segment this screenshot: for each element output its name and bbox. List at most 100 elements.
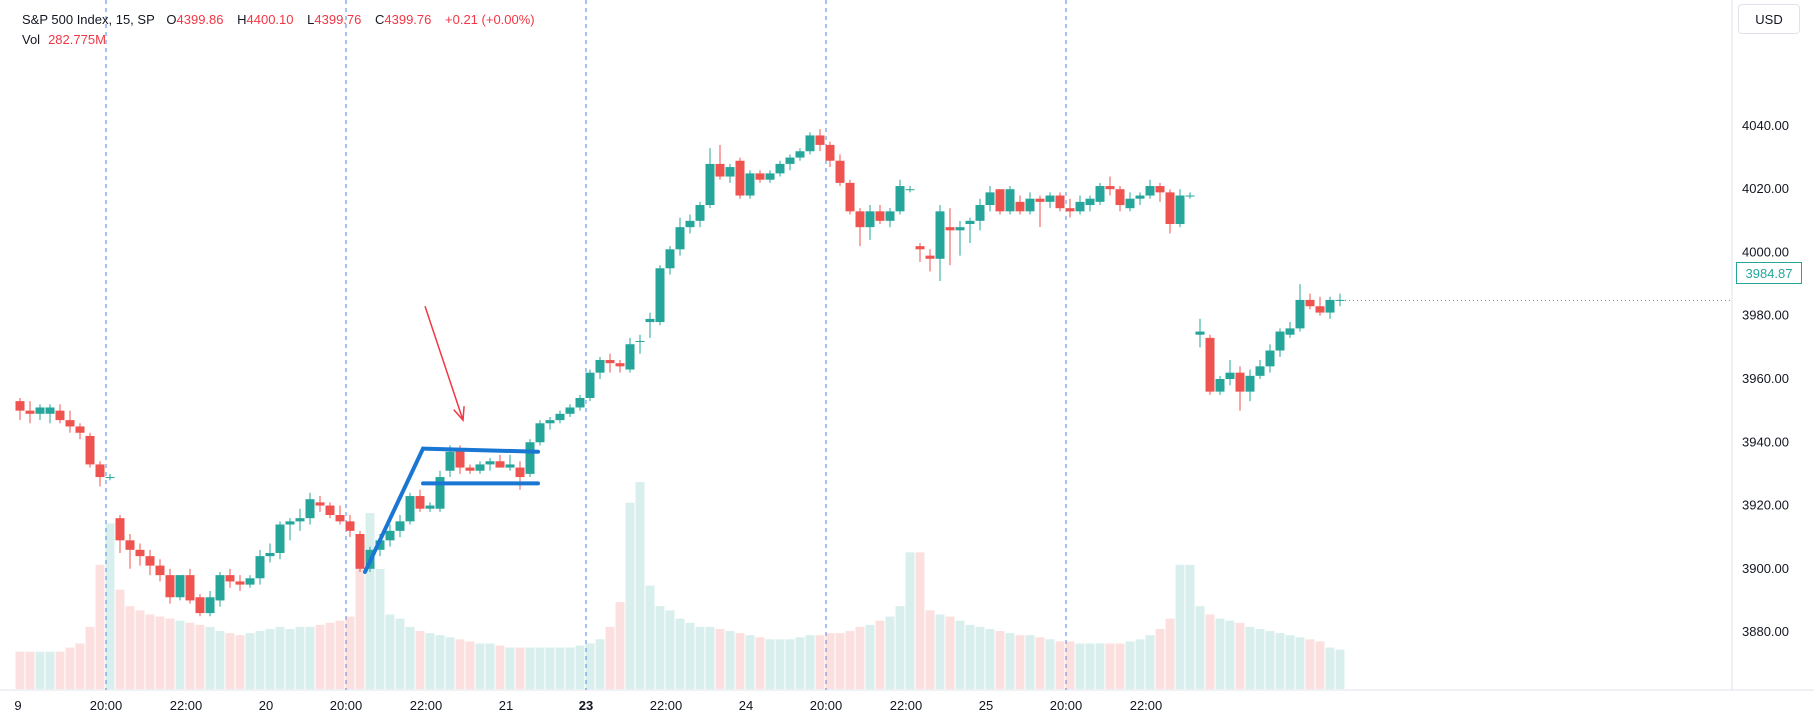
time-tick-label: 9 — [14, 698, 21, 713]
candle-body — [395, 521, 405, 531]
annotation-arrow-shaft — [424, 306, 464, 421]
candle-body — [1225, 372, 1235, 379]
volume-bar — [655, 606, 665, 689]
volume-bar — [95, 564, 105, 689]
volume-bar — [915, 552, 925, 689]
candle-body — [1305, 299, 1315, 307]
volume-bar — [525, 647, 535, 689]
open-key: O — [166, 12, 177, 27]
candle-body — [675, 227, 685, 250]
candle-body — [525, 442, 535, 474]
volume-bar — [965, 624, 975, 689]
currency-button[interactable]: USD — [1738, 4, 1800, 34]
candle-body — [145, 556, 155, 566]
candle-body — [785, 157, 795, 164]
price-tick-label: 3900.00 — [1742, 561, 1789, 576]
candle-body — [925, 255, 935, 259]
candle-body — [1125, 198, 1135, 209]
candle-body — [905, 189, 915, 191]
volume-bar — [295, 626, 305, 689]
time-tick-label: 20 — [259, 698, 273, 713]
volume-bar — [165, 618, 175, 689]
volume-bar — [815, 635, 825, 689]
candle-body — [275, 524, 285, 553]
candle-body — [1085, 198, 1095, 206]
volume-bar — [1205, 614, 1215, 689]
volume-bar — [105, 523, 115, 689]
candle-body — [655, 268, 665, 323]
candle-body — [1105, 186, 1115, 190]
volume-bar — [1015, 635, 1025, 689]
volume-bar — [425, 633, 435, 689]
candle-body — [135, 549, 145, 557]
candle-body — [745, 173, 755, 196]
volume-bar — [895, 606, 905, 689]
volume-bar — [1045, 639, 1055, 689]
candle-body — [1045, 195, 1055, 202]
candle-body — [735, 160, 745, 196]
volume-bar — [215, 631, 225, 689]
volume-bar — [375, 568, 385, 689]
candle-body — [165, 575, 175, 598]
volume-bar — [455, 639, 465, 689]
volume-bar — [885, 616, 895, 689]
volume-bar — [685, 622, 695, 689]
candle-body — [1065, 208, 1075, 212]
volume-bar — [1135, 639, 1145, 689]
time-tick-label: 20:00 — [330, 698, 363, 713]
candle-body — [715, 163, 725, 177]
candle-body — [835, 160, 845, 183]
candle-body — [1205, 337, 1215, 392]
candle-body — [795, 151, 805, 158]
time-tick-label: 20:00 — [1050, 698, 1083, 713]
volume-bar — [855, 626, 865, 689]
volume-bar — [1095, 643, 1105, 689]
price-tick-label: 4020.00 — [1742, 181, 1789, 196]
candle-body — [175, 575, 185, 598]
candle-body — [205, 597, 215, 614]
candle-body — [265, 552, 275, 557]
annotation-arrow-head — [453, 406, 465, 422]
candle-body — [115, 518, 125, 541]
volume-bar — [995, 631, 1005, 689]
volume-bar — [1325, 647, 1335, 689]
candle-body — [105, 477, 115, 479]
volume-bar — [1225, 620, 1235, 689]
volume-bar — [155, 616, 165, 689]
volume-bar — [665, 610, 675, 689]
candle-body — [455, 448, 465, 468]
volume-bar — [75, 643, 85, 689]
candle-body — [975, 205, 985, 221]
candle-body — [1285, 328, 1295, 335]
time-tick-label: 22:00 — [650, 698, 683, 713]
volume-bar — [1305, 639, 1315, 689]
candle-body — [955, 227, 965, 231]
candle-body — [665, 249, 675, 269]
annotation-flag-upper — [421, 446, 540, 454]
candle-body — [885, 211, 895, 221]
candle-body — [865, 211, 875, 228]
candle-body — [385, 530, 395, 541]
candle-body — [415, 496, 425, 509]
candle-body — [635, 341, 645, 343]
candle-body — [995, 189, 1005, 212]
volume-bar — [115, 589, 125, 689]
volume-bar — [1115, 643, 1125, 689]
time-tick-label: 25 — [979, 698, 993, 713]
candle-body — [1055, 195, 1065, 209]
volume-bar — [15, 651, 25, 689]
volume-bar — [545, 647, 555, 689]
volume-bar — [1175, 564, 1185, 689]
candle-body — [1145, 186, 1155, 196]
change-value: +0.21 (+0.00%) — [445, 12, 535, 27]
time-tick-label: 24 — [739, 698, 753, 713]
candle-body — [695, 205, 705, 221]
volume-bar — [325, 622, 335, 689]
candle-body — [195, 597, 205, 614]
volume-bar — [1195, 606, 1205, 689]
volume-bar — [175, 620, 185, 689]
candle-body — [1235, 372, 1245, 392]
candle-body — [625, 344, 635, 370]
volume-bar — [185, 622, 195, 689]
